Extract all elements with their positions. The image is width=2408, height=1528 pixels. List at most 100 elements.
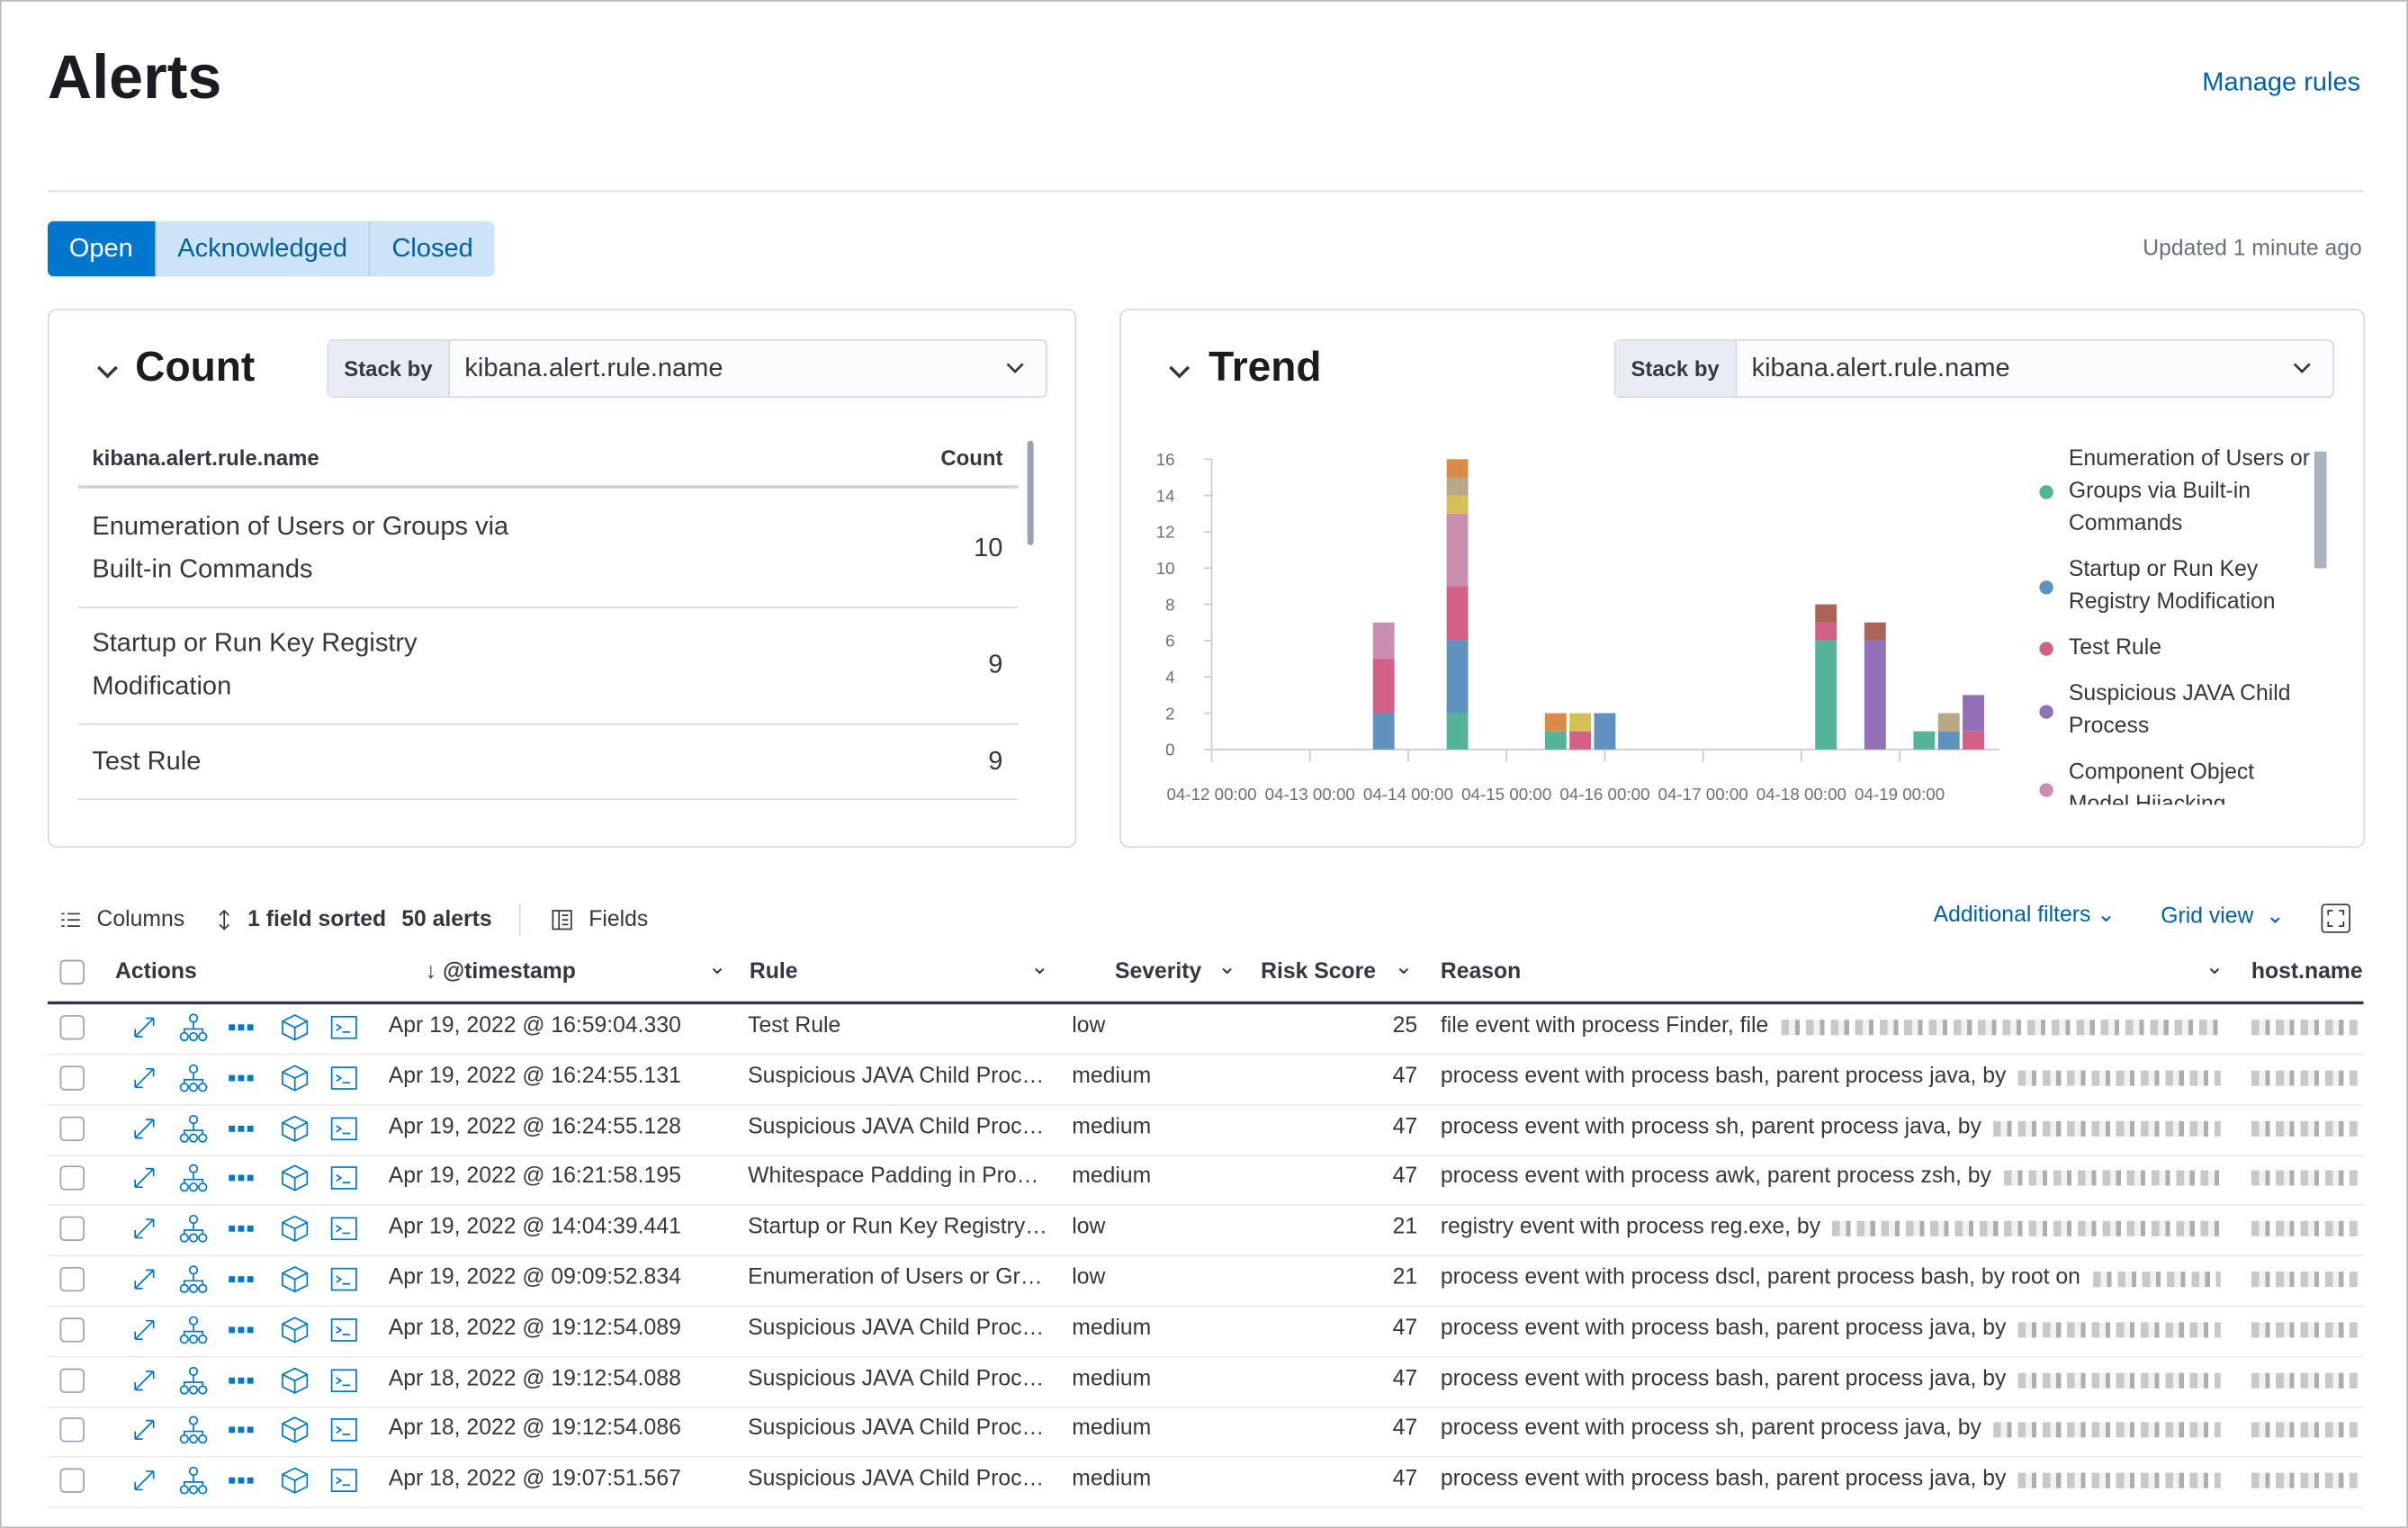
stack-by-select[interactable]: Stack by kibana.alert.rule.name bbox=[1613, 339, 2335, 399]
row-actions[interactable] bbox=[128, 1465, 373, 1502]
bar-segment bbox=[1963, 695, 1984, 732]
timestamp: Apr 18, 2022 @ 19:12:54.089 bbox=[388, 1316, 681, 1341]
bar-segment bbox=[1446, 459, 1469, 478]
grid-view-label: Grid view bbox=[2161, 904, 2254, 930]
fullscreen-icon[interactable] bbox=[2321, 903, 2351, 933]
rule: Test Rule bbox=[748, 1013, 841, 1038]
columns-button[interactable]: Columns bbox=[96, 907, 185, 932]
rule: Suspicious JAVA Child Proc… bbox=[748, 1366, 1045, 1391]
y-tick-label: 14 bbox=[1156, 486, 1175, 505]
row-actions[interactable] bbox=[128, 1315, 373, 1352]
row-checkbox[interactable] bbox=[59, 1015, 85, 1040]
rule-name: Startup or Run Key Registry Modification bbox=[92, 628, 418, 701]
scrollbar bbox=[1027, 440, 1034, 545]
risk-score: 47 bbox=[1392, 1316, 1418, 1341]
column-header[interactable]: Reason bbox=[1440, 959, 1522, 984]
status-tab[interactable]: Closed bbox=[370, 220, 495, 277]
bar-segment bbox=[1446, 477, 1469, 496]
action-icons[interactable] bbox=[128, 1315, 373, 1345]
redacted-host bbox=[2251, 1070, 2359, 1086]
action-icons[interactable] bbox=[128, 1415, 373, 1445]
table-row: Apr 19, 2022 @ 16:59:04.330 Test Rule low 2… bbox=[47, 1002, 2364, 1056]
reason: file event with process Finder, file bbox=[1440, 1013, 1769, 1038]
stack-by-select[interactable]: Stack by kibana.alert.rule.name bbox=[327, 339, 1047, 399]
legend-item: Component Object Model Hijacking bbox=[2039, 757, 2315, 804]
timestamp: Apr 19, 2022 @ 09:09:52.834 bbox=[388, 1265, 681, 1290]
legend-label: Suspicious JAVA Child Process bbox=[2068, 681, 2291, 739]
row-actions[interactable] bbox=[128, 1164, 373, 1200]
redacted bbox=[2003, 1171, 2221, 1187]
column-header[interactable]: Rule bbox=[749, 959, 798, 984]
rule-name: Test Rule bbox=[92, 745, 202, 775]
bar-segment bbox=[1446, 513, 1469, 587]
row-checkbox[interactable] bbox=[59, 1065, 85, 1091]
bar-segment bbox=[1446, 586, 1469, 641]
row-actions[interactable] bbox=[128, 1415, 373, 1452]
row-actions[interactable] bbox=[128, 1113, 373, 1150]
row-checkbox[interactable] bbox=[59, 1367, 85, 1393]
x-tick-label: 04-12 00:00 bbox=[1166, 785, 1256, 804]
status-tabs: Open Acknowledged Closed bbox=[47, 220, 495, 277]
row-checkbox[interactable] bbox=[59, 1216, 85, 1242]
action-icons[interactable] bbox=[128, 1012, 373, 1043]
collapse-icon[interactable] bbox=[95, 363, 120, 381]
row-actions[interactable] bbox=[128, 1365, 373, 1402]
column-header[interactable]: Severity bbox=[1115, 959, 1202, 984]
risk-score: 21 bbox=[1392, 1265, 1418, 1290]
risk-score: 47 bbox=[1392, 1467, 1418, 1492]
bar-segment bbox=[1815, 640, 1837, 750]
legend-label: Test Rule bbox=[2068, 635, 2162, 661]
redacted bbox=[1993, 1120, 2221, 1137]
row-actions[interactable] bbox=[128, 1063, 373, 1100]
bar-segment bbox=[1544, 731, 1567, 750]
column-header[interactable]: ↓ @timestamp bbox=[425, 959, 576, 984]
action-icons[interactable] bbox=[128, 1264, 373, 1295]
timestamp: Apr 18, 2022 @ 19:12:54.088 bbox=[388, 1366, 681, 1391]
timestamp: Apr 19, 2022 @ 14:04:39.441 bbox=[388, 1215, 681, 1240]
rule-name: Enumeration of Users or Groups via Built… bbox=[92, 510, 509, 583]
column-menu: ⌄ bbox=[2205, 955, 2224, 980]
row-checkbox[interactable] bbox=[59, 1317, 85, 1343]
action-icons[interactable] bbox=[128, 1214, 373, 1245]
row-checkbox[interactable] bbox=[59, 1116, 85, 1141]
action-icons[interactable] bbox=[128, 1063, 373, 1093]
grid-view[interactable]: Grid view ⌄ bbox=[2161, 904, 2285, 930]
y-tick-label: 0 bbox=[1165, 741, 1174, 760]
rule: Suspicious JAVA Child Proc… bbox=[748, 1064, 1045, 1089]
column-header[interactable]: host.name bbox=[2251, 959, 2363, 984]
action-icons[interactable] bbox=[128, 1365, 373, 1396]
row-actions[interactable] bbox=[128, 1012, 373, 1049]
select-all[interactable] bbox=[59, 959, 85, 984]
y-tick-label: 12 bbox=[1156, 523, 1175, 542]
rule: Suspicious JAVA Child Proc… bbox=[748, 1416, 1045, 1442]
row-actions[interactable] bbox=[128, 1264, 373, 1301]
row-checkbox[interactable] bbox=[59, 1468, 85, 1494]
legend-swatch bbox=[2039, 580, 2053, 594]
count-row: Enumeration of Users or Groups via Built… bbox=[78, 489, 1019, 608]
bar-segment bbox=[1913, 731, 1936, 750]
column-header[interactable]: Risk Score bbox=[1261, 959, 1377, 984]
row-checkbox[interactable] bbox=[59, 1266, 85, 1292]
redacted-host bbox=[2251, 1322, 2359, 1338]
row-checkbox[interactable] bbox=[59, 1417, 85, 1443]
severity: medium bbox=[1072, 1164, 1152, 1190]
rule: Suspicious JAVA Child Proc… bbox=[748, 1114, 1045, 1139]
reason: process event with process sh, parent pr… bbox=[1440, 1416, 1981, 1442]
manage-rules-link[interactable]: Manage rules bbox=[2202, 67, 2361, 97]
row-checkbox[interactable] bbox=[59, 1165, 85, 1191]
bar-segment bbox=[1372, 659, 1395, 714]
additional-filters[interactable]: Additional filters ⌄ bbox=[1933, 903, 2116, 928]
action-icons[interactable] bbox=[128, 1113, 373, 1144]
timestamp: Apr 19, 2022 @ 16:24:55.128 bbox=[388, 1114, 681, 1139]
collapse-icon[interactable] bbox=[1167, 363, 1191, 381]
timestamp: Apr 19, 2022 @ 16:24:55.131 bbox=[388, 1064, 681, 1089]
row-actions[interactable] bbox=[128, 1214, 373, 1251]
fields-button[interactable]: Fields bbox=[589, 907, 649, 932]
status-tab[interactable]: Open bbox=[47, 220, 155, 277]
action-icons[interactable] bbox=[128, 1164, 373, 1194]
sort-button[interactable]: 1 field sorted bbox=[247, 907, 387, 932]
timestamp: Apr 19, 2022 @ 16:59:04.330 bbox=[388, 1013, 681, 1038]
action-icons[interactable] bbox=[128, 1465, 373, 1496]
status-tab[interactable]: Acknowledged bbox=[156, 220, 369, 277]
column-header[interactable]: Actions bbox=[114, 959, 197, 984]
